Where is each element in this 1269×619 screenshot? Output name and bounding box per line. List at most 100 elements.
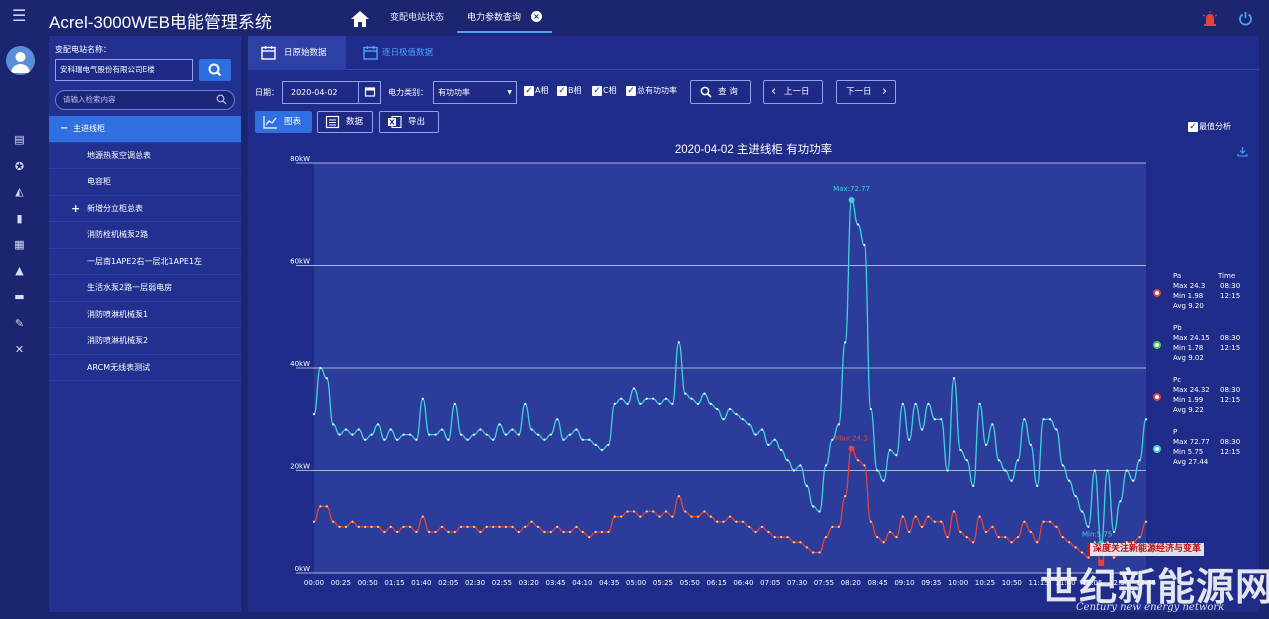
tab-label: 逐日极值数据	[382, 48, 434, 58]
tools-icon[interactable]: ✕	[14, 343, 25, 356]
data-view-button[interactable]: 数据	[317, 111, 373, 133]
date-value: 2020-04-02	[291, 88, 338, 97]
data-point	[594, 530, 597, 534]
data-point	[741, 418, 744, 421]
next-day-label: 下一日	[846, 87, 872, 97]
close-tab-icon[interactable]: ×	[531, 11, 542, 22]
data-point	[415, 438, 418, 441]
data-point	[319, 366, 322, 370]
data-point	[1093, 469, 1096, 472]
menu-icon[interactable]: ☰	[12, 6, 27, 25]
collapse-icon[interactable]: −	[60, 123, 69, 134]
sub-tabs: 日原始数据 逐日极值数据	[248, 36, 1259, 70]
date-field[interactable]: 2020-04-02	[282, 81, 381, 104]
tab-power-params[interactable]: 电力参数查询	[467, 13, 522, 23]
legend-text: Pc	[1173, 376, 1182, 384]
data-point	[485, 525, 488, 528]
alarm-icon[interactable]	[1203, 11, 1217, 27]
export-button[interactable]: X 导出	[379, 111, 439, 133]
alarm-light-icon[interactable]: ▲	[15, 264, 24, 277]
data-point	[671, 515, 674, 518]
data-point	[671, 402, 674, 405]
data-point	[357, 525, 360, 528]
station-search-button[interactable]	[199, 59, 231, 81]
tree-item-main-incoming[interactable]: − 主进线柜	[49, 116, 241, 143]
type-select[interactable]: 有功功率 ▼	[433, 81, 517, 104]
area-chart-icon[interactable]: ◭	[15, 185, 24, 198]
chevron-down-icon: ▼	[507, 89, 512, 96]
tree-item[interactable]: 消防栓机械泵2路	[49, 222, 241, 249]
data-point	[972, 484, 975, 487]
tab-station-status[interactable]: 变配电站状态	[390, 13, 445, 23]
y-tick-label: 40kW	[290, 360, 310, 368]
data-point	[1087, 525, 1090, 528]
data-point	[799, 464, 802, 467]
tree-item[interactable]: 电容柜	[49, 169, 241, 196]
bar-chart-icon[interactable]: ▮	[16, 212, 23, 225]
checkbox-label: B相	[568, 86, 582, 95]
compass-icon[interactable]: ✪	[14, 160, 25, 173]
date-picker-button[interactable]	[358, 82, 380, 103]
data-point	[1036, 484, 1039, 487]
data-point	[927, 402, 930, 405]
data-point	[812, 551, 815, 554]
chevron-left-icon: ‹	[771, 84, 777, 99]
data-point	[984, 443, 988, 446]
active-tab-indicator	[457, 31, 552, 33]
data-point	[1093, 541, 1096, 544]
data-point	[556, 525, 559, 528]
expand-icon[interactable]: +	[71, 201, 81, 215]
legend-time: 08:30	[1220, 386, 1241, 394]
data-point	[1125, 469, 1128, 472]
data-point	[613, 402, 616, 405]
calendar-icon	[364, 87, 376, 97]
data-point	[492, 525, 495, 528]
next-day-button[interactable]: 下一日 ›	[836, 80, 896, 104]
data-point	[338, 525, 341, 528]
home-icon[interactable]	[350, 9, 370, 29]
data-point	[556, 418, 559, 421]
query-button[interactable]: 查 询	[690, 80, 751, 104]
data-point	[1074, 495, 1077, 498]
chart-view-button[interactable]: 图表	[255, 111, 312, 133]
download-icon[interactable]	[1237, 146, 1248, 157]
tree-item[interactable]: 地源热泵空调总表	[49, 143, 241, 169]
tree-item[interactable]: 消防喷淋机械泵1	[49, 302, 241, 328]
prev-day-button[interactable]: ‹ 上一日	[763, 80, 823, 104]
data-point	[837, 423, 840, 426]
data-point	[703, 510, 706, 513]
icon-rail: ▤ ✪ ◭ ▮ ▦ ▲ ▬ ✎ ✕	[0, 36, 40, 619]
x-tick-label: 08:20	[841, 579, 861, 587]
data-point	[1080, 510, 1084, 513]
monitor-icon[interactable]: ▤	[14, 133, 25, 146]
tab-daily-extreme[interactable]: 逐日极值数据	[358, 36, 458, 70]
check-icon: ✓	[592, 86, 602, 96]
tree-filter-input[interactable]: 请输入检索内容	[55, 90, 235, 110]
data-point	[760, 428, 764, 431]
max-marker	[848, 197, 855, 204]
tree-item[interactable]: 一层南1APE2右一层北1APE1左	[49, 249, 241, 275]
data-point	[1068, 479, 1071, 482]
tree-item[interactable]: ARCM无线表测试	[49, 355, 241, 381]
data-point	[1048, 418, 1052, 421]
tree-item[interactable]: 生活水泵2路一层弱电房	[49, 275, 241, 302]
station-select[interactable]: 安科瑞电气股份有限公司E楼	[55, 59, 193, 81]
data-point	[920, 525, 924, 528]
calendar-icon	[261, 46, 276, 60]
data-point	[952, 377, 956, 380]
tab-daily-raw[interactable]: 日原始数据	[248, 36, 346, 70]
data-point	[735, 520, 738, 523]
camera-icon[interactable]: ▬	[14, 290, 25, 303]
avatar[interactable]	[6, 46, 35, 75]
search-icon[interactable]	[216, 94, 227, 105]
max-marker-red	[848, 445, 855, 452]
watermark-tag: 深度关注新能源经济与变革	[1087, 543, 1205, 556]
data-point	[607, 530, 610, 534]
data-point	[485, 433, 488, 436]
data-point	[773, 438, 776, 441]
power-icon[interactable]	[1238, 11, 1253, 26]
edit-icon[interactable]: ✎	[14, 317, 25, 330]
report-icon[interactable]: ▦	[14, 238, 25, 251]
tree-item[interactable]: 消防喷淋机械泵2	[49, 328, 241, 355]
tree-item[interactable]: + 新增分立柜总表	[49, 196, 241, 222]
